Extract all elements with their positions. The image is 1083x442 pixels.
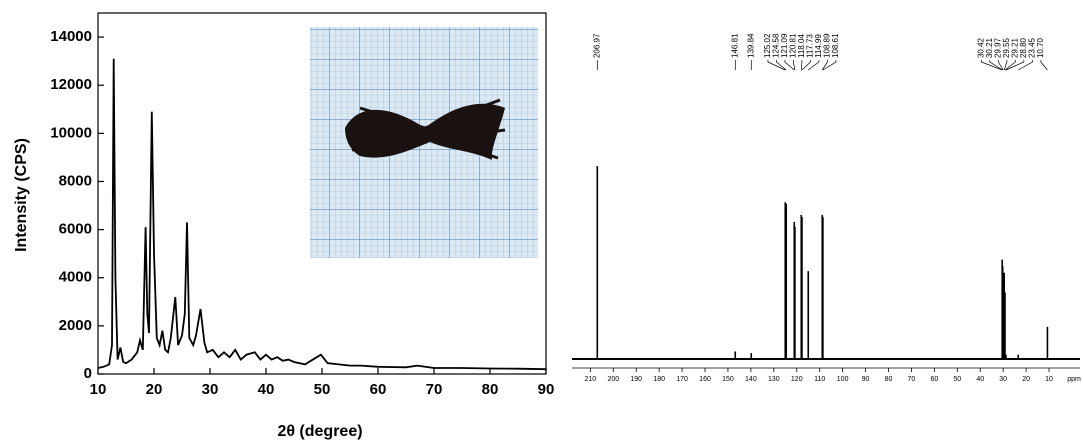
x-tick-label: 140 [745, 376, 757, 383]
x-tick-label: 80 [885, 376, 893, 383]
peak-label: 124.58 [772, 33, 781, 58]
x-tick-label: 10 [1045, 376, 1053, 383]
leader-line [800, 60, 803, 71]
y-tick-label: 0 [84, 365, 92, 382]
y-tick-label: 8000 [59, 172, 92, 189]
peak-label: 29.21 [1010, 37, 1019, 58]
x-tick-label: 100 [837, 376, 849, 383]
leader-line [1040, 60, 1048, 71]
leader-line [793, 60, 796, 71]
xrd-line [97, 58, 547, 371]
x-tick-label: 70 [908, 376, 916, 383]
x-tick-label: 60 [930, 376, 938, 383]
peak-label: 125.02 [763, 33, 772, 58]
peak-label: 30.21 [985, 37, 994, 58]
peak-label: 29.55 [1002, 37, 1011, 58]
leader-line [1005, 60, 1025, 71]
leader-line [1018, 60, 1033, 71]
peak-label: 139.84 [746, 33, 755, 58]
peak-label: 118.04 [797, 34, 806, 58]
y-tick-label: 14000 [50, 28, 92, 45]
peak-label: 121.09 [780, 33, 789, 58]
leader-line [1003, 60, 1008, 71]
peak-label: 29.97 [993, 37, 1002, 58]
x-tick-label: 90 [538, 381, 555, 398]
x-tick-label: 10 [90, 381, 107, 398]
x-tick-label: 120 [791, 376, 803, 383]
peak-label: 108.61 [831, 33, 840, 58]
y-tick-label: 4000 [59, 269, 92, 286]
xrd-chart: 2θ (degree) Intensity (CPS) 10 20 30 40 50 60… [13, 12, 555, 440]
x-tick-label: 170 [676, 376, 688, 383]
y-tick-label: 2000 [59, 317, 92, 334]
x-tick-label: 30 [999, 376, 1007, 383]
leader-line [998, 60, 1004, 71]
peak-label: 23.45 [1027, 37, 1036, 58]
x-tick-label: 60 [370, 381, 387, 398]
leader-line [981, 60, 1003, 71]
x-tick-label: 190 [630, 376, 642, 383]
x-tick-label: 50 [314, 381, 331, 398]
x-tick-label: 90 [862, 376, 870, 383]
leader-line [767, 60, 786, 71]
x-axis-title: 2θ (degree) [277, 423, 362, 440]
inset-photo [310, 27, 538, 258]
y-tick-label: 10000 [50, 124, 92, 141]
leader-line [808, 60, 820, 71]
peak-label: 146.81 [730, 33, 739, 58]
peak-label: 206.97 [592, 33, 601, 58]
leader-line [989, 60, 1003, 71]
y-tick-label: 6000 [59, 221, 92, 238]
x-tick-label: 180 [653, 376, 665, 383]
peak-label: 30.42 [976, 37, 985, 58]
x-tick-label: 200 [607, 376, 619, 383]
x-tick-label: 20 [146, 381, 163, 398]
leader-line [821, 60, 828, 71]
x-tick-label: 20 [1022, 376, 1030, 383]
peak-label: 28.80 [1019, 37, 1028, 58]
leader-line [776, 60, 787, 71]
peak-label: 10.70 [1036, 37, 1045, 58]
peak-label: 120.81 [789, 33, 798, 58]
x-tick-label: 150 [722, 376, 734, 383]
x-tick-label: 160 [699, 376, 711, 383]
x-unit: ppm [1067, 376, 1081, 383]
y-tick-label: 12000 [50, 76, 92, 93]
x-tick-label: 50 [953, 376, 961, 383]
nmr-chart: 210 200 190 180 170 160 150 140 130 120 110 100 90 80… [572, 33, 1081, 383]
leader-line [784, 60, 795, 71]
x-tick-label: 30 [202, 381, 219, 398]
leader-line [822, 60, 837, 71]
peak-label: 117.73 [806, 34, 815, 58]
x-tick-label: 70 [426, 381, 443, 398]
leader-line [1004, 60, 1016, 71]
x-tick-label: 110 [814, 376, 825, 383]
y-axis-title: Intensity (CPS) [13, 138, 30, 252]
x-tick-label: 40 [258, 381, 275, 398]
x-tick-label: 130 [768, 376, 780, 383]
leader-line [801, 60, 811, 71]
x-tick-label: 40 [976, 376, 984, 383]
peak-label: 114.99 [814, 34, 823, 58]
x-tick-label: 210 [585, 376, 597, 383]
peak-label: 108.89 [823, 33, 832, 58]
x-tick-label: 80 [482, 381, 499, 398]
